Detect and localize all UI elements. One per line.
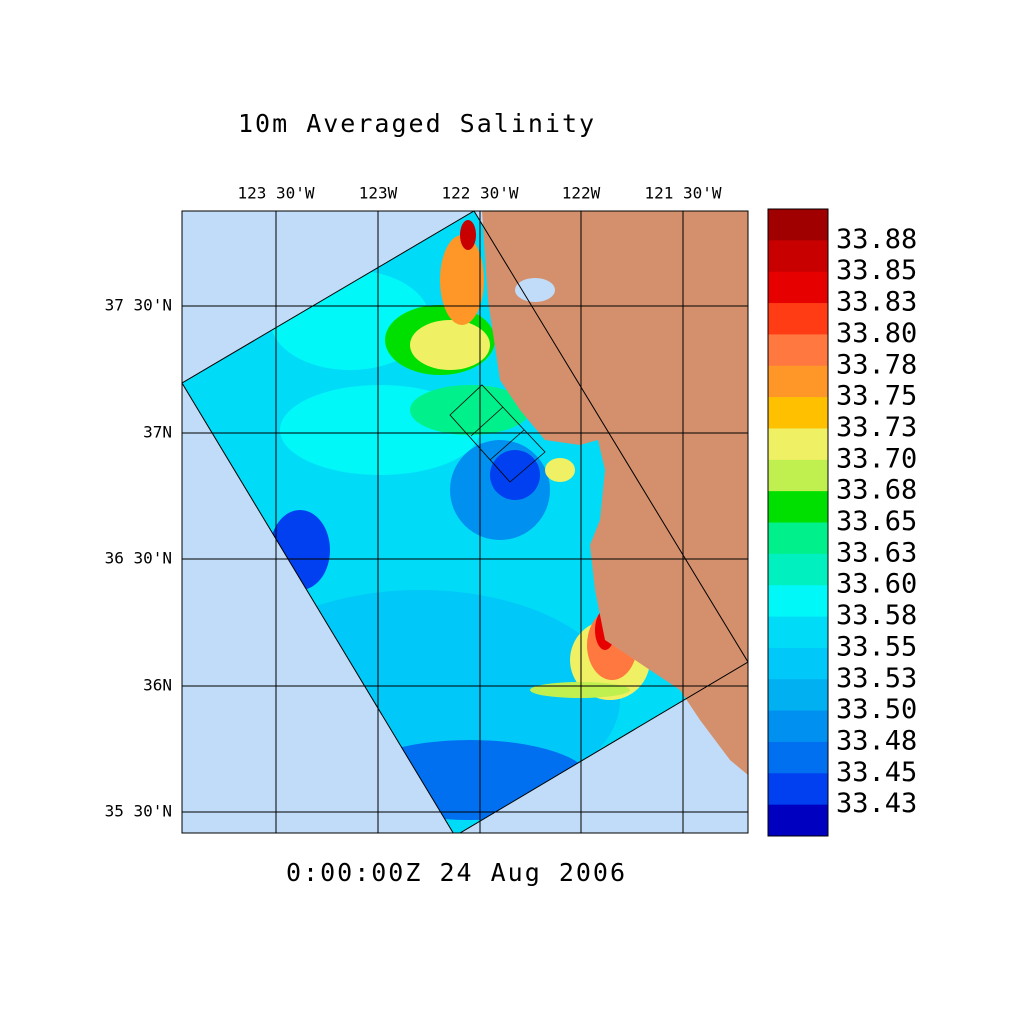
colorbar-label: 33.63 — [836, 537, 917, 568]
colorbar-swatch — [768, 679, 828, 712]
colorbar-swatch — [768, 303, 828, 335]
colorbar-swatch — [768, 647, 828, 680]
colorbar-label: 33.53 — [836, 663, 917, 694]
colorbar-label: 33.78 — [836, 349, 917, 380]
colorbar-swatch — [768, 585, 828, 618]
lat-tick-label: 37 30'N — [105, 296, 172, 315]
colorbar-swatch — [768, 209, 828, 241]
colorbar-label: 33.73 — [836, 412, 917, 443]
colorbar-label: 33.70 — [836, 443, 917, 474]
time-label: 0:00:00Z 24 Aug 2006 — [286, 858, 627, 887]
colorbar-label: 33.75 — [836, 381, 917, 412]
colorbar-label: 33.80 — [836, 318, 917, 349]
colorbar-label: 33.50 — [836, 694, 917, 725]
colorbar-swatch — [768, 741, 828, 774]
colorbar-swatch — [768, 397, 828, 429]
colorbar-label: 33.45 — [836, 757, 917, 788]
lon-tick-label: 123 30'W — [237, 184, 314, 203]
colorbar-swatch — [768, 271, 828, 304]
colorbar-label: 33.68 — [836, 475, 917, 506]
colorbar-label: 33.58 — [836, 600, 917, 631]
colorbar: 33.8833.8533.8333.8033.7833.7533.7333.70… — [767, 208, 917, 837]
colorbar-swatch — [768, 365, 828, 398]
colorbar-swatch — [768, 773, 828, 806]
colorbar-label: 33.43 — [836, 788, 917, 819]
inner-box-divider — [489, 429, 525, 461]
colorbar-label: 33.85 — [836, 255, 917, 286]
colorbar-swatch — [768, 334, 828, 367]
colorbar-swatch — [768, 804, 828, 837]
lon-tick-label: 122W — [562, 184, 601, 203]
colorbar-label: 33.83 — [836, 287, 917, 318]
land — [482, 211, 748, 775]
lon-tick-label: 122 30'W — [441, 184, 518, 203]
colorbar-swatch — [768, 459, 828, 492]
colorbar-label: 33.55 — [836, 631, 917, 662]
colorbar-label: 33.60 — [836, 569, 917, 600]
colorbar-swatch — [768, 491, 828, 523]
lat-tick-label: 36 30'N — [105, 549, 172, 568]
lat-tick-label: 37N — [143, 423, 172, 442]
colorbar-swatch — [768, 616, 828, 649]
lon-tick-label: 123W — [359, 184, 398, 203]
domain-outline — [182, 211, 748, 833]
graticule: 123 30'W 123W 122 30'W 122W 121 30'W 37 30'N 3… — [105, 184, 748, 833]
bay — [515, 278, 555, 302]
colorbar-label: 33.48 — [836, 725, 917, 756]
map — [182, 211, 748, 833]
colorbar-swatch — [768, 710, 828, 743]
colorbar-label: 33.65 — [836, 506, 917, 537]
lon-tick-label: 121 30'W — [644, 184, 721, 203]
title: 10m Averaged Salinity — [238, 109, 596, 138]
inner-box-divider — [470, 406, 504, 437]
colorbar-label: 33.88 — [836, 224, 917, 255]
colorbar-swatch — [768, 553, 828, 586]
map-frame — [181, 210, 749, 834]
colorbar-swatch — [768, 428, 828, 461]
colorbar-swatch — [768, 240, 828, 273]
lat-tick-label: 35 30'N — [105, 802, 172, 821]
colorbar-frame — [767, 208, 829, 837]
colorbar-swatch — [768, 522, 828, 555]
lat-tick-label: 36N — [143, 676, 172, 695]
